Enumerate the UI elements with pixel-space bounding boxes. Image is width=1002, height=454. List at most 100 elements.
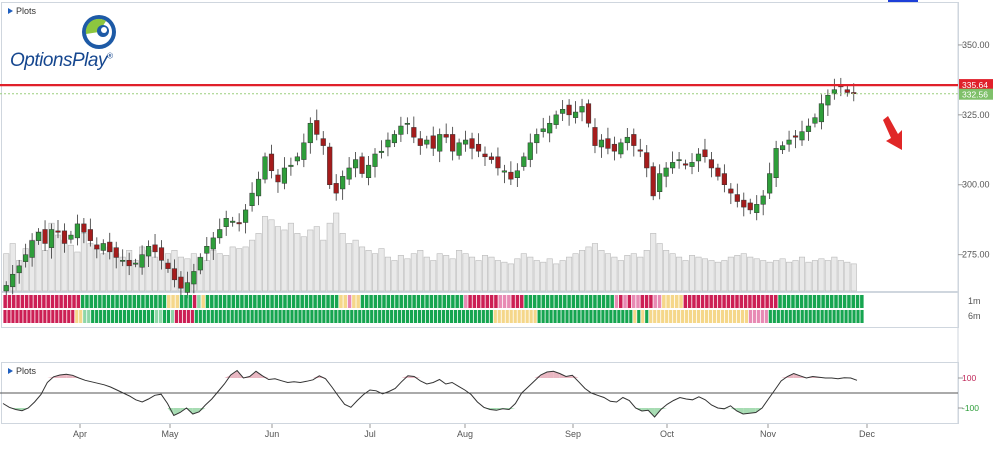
band-cell bbox=[517, 310, 521, 323]
candle-body bbox=[288, 164, 294, 167]
band-cell bbox=[769, 295, 774, 308]
band-cell bbox=[154, 295, 158, 308]
band-cell bbox=[186, 310, 190, 323]
band-cell bbox=[438, 295, 442, 308]
band-cell bbox=[485, 310, 489, 323]
oscillator-oversold-fill bbox=[736, 408, 744, 414]
volume-bar bbox=[268, 219, 275, 292]
band-cell bbox=[451, 295, 455, 308]
band-cell bbox=[362, 310, 366, 323]
candle-body bbox=[566, 104, 572, 116]
volume-bar bbox=[300, 236, 307, 292]
candle-body bbox=[695, 153, 702, 162]
band-cell bbox=[166, 295, 171, 308]
band-cell bbox=[700, 310, 705, 323]
candle-body bbox=[236, 222, 242, 225]
candle-body bbox=[721, 173, 727, 185]
candle-body bbox=[249, 192, 255, 206]
band-cell bbox=[321, 295, 326, 308]
band-cell bbox=[413, 310, 418, 323]
band-cell bbox=[722, 295, 726, 308]
band-cell bbox=[844, 310, 848, 323]
band-cell bbox=[780, 310, 784, 323]
volume-bar bbox=[74, 251, 81, 292]
candle-body bbox=[534, 134, 540, 144]
band-cell bbox=[390, 295, 395, 308]
volume-bar bbox=[766, 261, 773, 292]
band-cell bbox=[661, 310, 665, 323]
volume-bar bbox=[721, 260, 728, 292]
candle-body bbox=[42, 229, 48, 244]
candle-body bbox=[527, 142, 533, 160]
volume-bar bbox=[811, 260, 818, 292]
band-cell bbox=[685, 310, 689, 323]
candle-body bbox=[825, 95, 831, 106]
candle-body bbox=[23, 254, 29, 262]
candle-body bbox=[560, 109, 566, 114]
band-cell bbox=[832, 310, 836, 323]
candle-body bbox=[223, 218, 229, 227]
band-cell bbox=[322, 310, 326, 323]
band-cell bbox=[669, 310, 673, 323]
band-cell bbox=[507, 295, 511, 308]
band-cell bbox=[214, 310, 218, 323]
band-cell bbox=[136, 295, 141, 308]
candle-body bbox=[68, 234, 74, 240]
band-cell bbox=[481, 310, 485, 323]
candle-body bbox=[275, 174, 281, 183]
band-cell bbox=[27, 310, 31, 323]
band-cell bbox=[804, 295, 808, 308]
volume-bar bbox=[404, 258, 411, 292]
volume-bar bbox=[417, 250, 424, 292]
band-cell bbox=[825, 295, 830, 308]
band-cell bbox=[119, 295, 124, 308]
band-cell bbox=[765, 295, 769, 308]
band-cell bbox=[569, 310, 573, 323]
band-row-label: 6m bbox=[968, 311, 981, 321]
band-cell bbox=[55, 295, 59, 308]
volume-bar bbox=[274, 226, 281, 292]
band-cell bbox=[509, 310, 513, 323]
volume-bar bbox=[572, 253, 579, 292]
band-cell bbox=[696, 310, 701, 323]
candle-body bbox=[184, 282, 190, 293]
band-cell bbox=[541, 295, 546, 308]
band-cell bbox=[712, 310, 717, 323]
band-row-label: 1m bbox=[968, 296, 981, 306]
band-cell bbox=[330, 310, 334, 323]
volume-bar bbox=[352, 239, 359, 292]
band-cell bbox=[653, 295, 657, 308]
band-cell bbox=[107, 310, 111, 323]
x-tick-label: Oct bbox=[660, 429, 675, 439]
volume-bar bbox=[443, 255, 450, 292]
top-link-underline[interactable] bbox=[888, 0, 918, 2]
candle-body bbox=[579, 106, 585, 113]
volume-bar bbox=[527, 256, 534, 292]
band-cell bbox=[254, 310, 258, 323]
band-cell bbox=[20, 295, 25, 308]
candle-body bbox=[301, 142, 307, 160]
volume-bar bbox=[520, 253, 527, 292]
band-cell bbox=[821, 295, 825, 308]
band-cell bbox=[649, 310, 653, 323]
band-cell bbox=[118, 310, 123, 323]
band-cell bbox=[761, 295, 765, 308]
volume-bar bbox=[287, 222, 294, 292]
candle-body bbox=[353, 159, 359, 169]
band-cell bbox=[740, 310, 745, 323]
band-cell bbox=[370, 310, 374, 323]
main-plots-toggle[interactable]: Plots bbox=[8, 6, 36, 16]
candle-body bbox=[514, 170, 520, 179]
volume-bar bbox=[553, 263, 560, 292]
indicator-plots-toggle[interactable]: Plots bbox=[8, 366, 36, 376]
band-cell bbox=[346, 310, 350, 323]
band-cell bbox=[687, 295, 692, 308]
band-cell bbox=[441, 310, 446, 323]
band-cell bbox=[442, 295, 447, 308]
optionsplay-logo: OptionsPlay® bbox=[10, 12, 130, 74]
band-cell bbox=[412, 295, 416, 308]
band-cell bbox=[19, 310, 23, 323]
oscillator-line bbox=[2, 369, 858, 418]
band-cell bbox=[662, 295, 666, 308]
candle-body bbox=[488, 156, 495, 160]
